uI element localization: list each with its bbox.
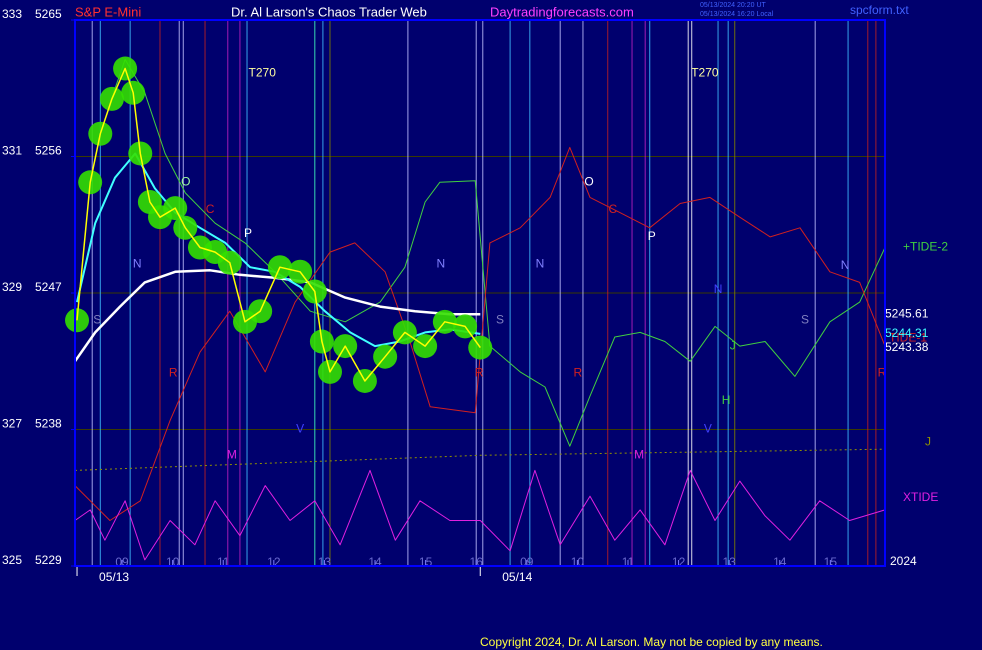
annotation: M — [227, 447, 237, 461]
site: Daytradingforecasts.com — [490, 4, 634, 19]
x-tick-label: 10 — [166, 555, 180, 569]
last-value: 5245.61 — [885, 306, 929, 320]
legend-entry: XTIDE — [903, 490, 938, 504]
annotation: R — [475, 366, 484, 380]
date-label: 05/14 — [502, 570, 532, 584]
copyright: Copyright 2024, Dr. Al Larson. May not b… — [480, 635, 823, 649]
annotation: N — [436, 256, 445, 270]
x-tick-label: 11 — [217, 555, 230, 569]
x-tick-label: 09 — [520, 555, 534, 569]
plot-area: 5265 5256 5247 5238 5229 333 331 329 327 325 09 10 1… — [2, 7, 948, 584]
file-name: spcform.txt — [850, 3, 909, 17]
y-tick-label: 5238 — [35, 417, 62, 431]
y-tick-label: 5229 — [35, 553, 62, 567]
legend-entry: J — [925, 434, 931, 448]
x-tick-label: 12 — [672, 555, 686, 569]
annotation: R — [169, 366, 178, 380]
chart-title: Dr. Al Larson's Chaos Trader Web — [231, 4, 427, 19]
x-tick-label: 11 — [622, 555, 635, 569]
x-tick-label: 14 — [773, 555, 787, 569]
series-line — [74, 146, 886, 521]
y2-tick-label: 327 — [2, 417, 22, 431]
series-line — [74, 469, 886, 561]
annotation: H — [722, 393, 731, 407]
annotation: O — [181, 174, 190, 188]
timestamp-ut: 05/13/2024 20:20 UT — [700, 2, 766, 9]
annotation: N — [714, 282, 723, 296]
x-tick-label: 12 — [267, 555, 281, 569]
y2-tick-label: 331 — [2, 144, 22, 158]
symbol: S&P E-Mini — [75, 4, 141, 19]
annotation: C — [608, 202, 617, 216]
annotation: R — [574, 366, 583, 380]
y2-tick-label: 325 — [2, 553, 22, 567]
annotation: T270 — [691, 65, 719, 79]
annotation: N — [841, 258, 850, 272]
x-tick-label: 14 — [368, 555, 382, 569]
annotation: N — [133, 256, 142, 270]
annotation: S — [801, 312, 809, 326]
x-tick-label: 09 — [115, 555, 129, 569]
x-tick-label: 13 — [318, 555, 332, 569]
y-tick-label: 5256 — [35, 144, 62, 158]
series-line — [76, 67, 481, 382]
series-line — [74, 448, 886, 471]
annotation: J — [730, 338, 736, 352]
annotation: M — [634, 447, 644, 461]
annotation: V — [296, 422, 304, 436]
annotation: P — [648, 229, 656, 243]
timestamp-local: 05/13/2024 16:20 Local — [700, 11, 774, 18]
annotation: N — [536, 256, 545, 270]
legend-entry: TIDE-1 — [889, 330, 927, 344]
y2-tick-label: 333 — [2, 7, 22, 21]
x-tick-label: 10 — [571, 555, 585, 569]
annotation: V — [704, 422, 712, 436]
y-tick-label: 5247 — [35, 280, 62, 294]
annotation: P — [244, 226, 252, 240]
annotation: C — [206, 202, 215, 216]
year: 2024 — [890, 554, 917, 568]
annotation: S — [496, 312, 504, 326]
x-tick-label: 13 — [722, 555, 736, 569]
last-value: 5244.31 — [885, 326, 929, 340]
y-tick-label: 5265 — [35, 7, 62, 21]
x-tick-label: 15 — [419, 555, 433, 569]
x-tick-label: 15 — [824, 555, 838, 569]
annotation: S — [93, 312, 101, 326]
x-tick-label: 16 — [470, 555, 484, 569]
last-value: 5243.38 — [885, 340, 929, 354]
y2-tick-label: 329 — [2, 280, 22, 294]
legend-entry: +TIDE-2 — [903, 240, 948, 254]
plot-border — [74, 19, 886, 567]
annotation: O — [584, 174, 593, 188]
date-label: 05/13 — [99, 570, 129, 584]
annotation: T270 — [249, 65, 277, 79]
annotation: R — [878, 366, 887, 380]
series-line — [73, 269, 481, 363]
